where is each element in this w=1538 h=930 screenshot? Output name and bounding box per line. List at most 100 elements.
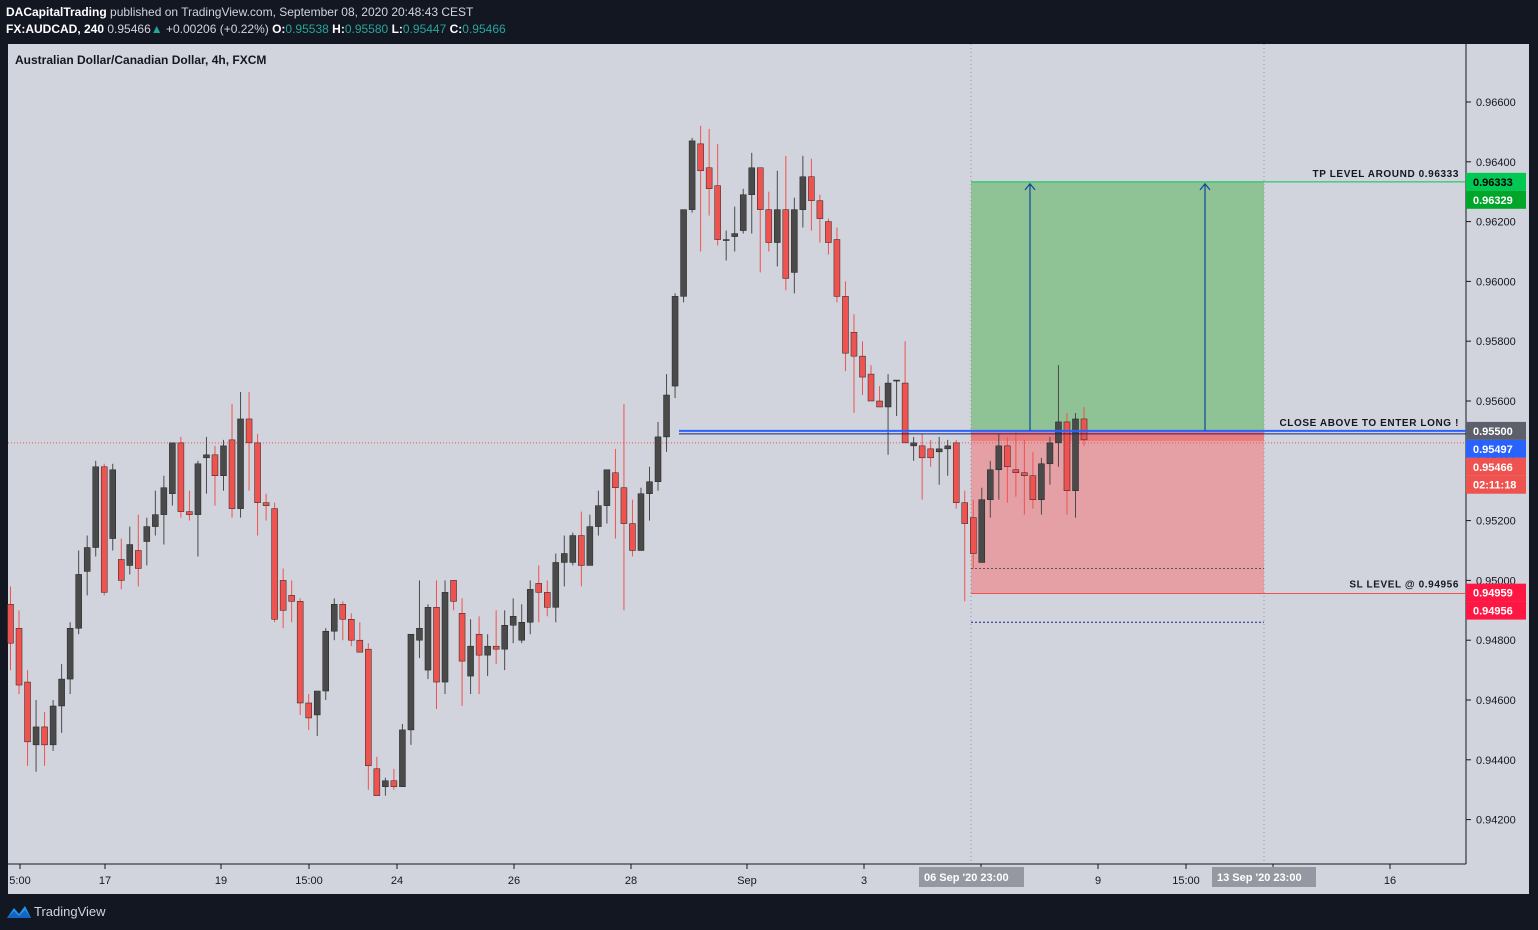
- open-label: O:: [272, 22, 286, 36]
- price-label-tag: [1466, 172, 1526, 191]
- candle-body: [595, 505, 602, 527]
- candle-body: [935, 448, 943, 453]
- last-price: 0.95466: [107, 22, 151, 36]
- candle-body: [254, 442, 261, 503]
- price-label-text: 0.95497: [1473, 444, 1513, 456]
- candle-body: [492, 645, 500, 650]
- price-label-tag: [1466, 421, 1526, 440]
- candle-body: [100, 466, 108, 593]
- candle-body: [731, 233, 738, 237]
- time-tick-label: 15:00: [295, 875, 323, 887]
- candle-body: [416, 627, 423, 641]
- candle-body: [757, 167, 764, 210]
- annotations: TP LEVEL AROUND 0.96333 CLOSE ABOVE TO EN…: [679, 169, 1466, 595]
- candle-body: [186, 511, 193, 515]
- symbol-label[interactable]: FX:AUDCAD, 240: [6, 22, 105, 36]
- candle-body: [160, 487, 168, 515]
- tradingview-logo-icon[interactable]: [6, 903, 32, 921]
- candle-body: [424, 607, 432, 671]
- candle-body: [791, 209, 798, 273]
- candle-body: [1055, 421, 1062, 444]
- candle-body: [646, 481, 653, 494]
- candle-body: [927, 448, 934, 459]
- candle-body: [586, 526, 594, 566]
- candle-body: [748, 167, 755, 195]
- candle-body: [152, 514, 159, 527]
- price-label-text: 0.96329: [1473, 195, 1513, 207]
- candle-body: [612, 472, 619, 488]
- candle-body: [671, 296, 679, 387]
- position-zones[interactable]: [971, 181, 1264, 594]
- candle-body: [348, 619, 355, 641]
- candle-body: [211, 454, 219, 477]
- candle-body: [663, 394, 670, 438]
- candle-body: [177, 442, 185, 512]
- time-tick-label: Sep: [737, 875, 757, 887]
- close-label: C:: [449, 22, 463, 36]
- candle-body: [1038, 463, 1045, 500]
- time-tick-label: 17: [99, 875, 111, 887]
- time-tick-label: 3: [861, 875, 867, 887]
- candle-body: [220, 445, 227, 477]
- chart-title: Australian Dollar/Canadian Dollar, 4h, F…: [15, 53, 266, 67]
- loss-zone: [971, 430, 1264, 594]
- price-tick-label: 0.95800: [1476, 336, 1516, 348]
- candle-body: [578, 535, 585, 566]
- candle-body: [109, 469, 116, 539]
- candle-body: [876, 400, 883, 408]
- symbol-line: FX:AUDCAD, 240 0.95466▲ +0.00206 (+0.22%…: [6, 22, 506, 36]
- publisher-name[interactable]: DACapitalTrading: [6, 5, 107, 19]
- time-tick-label: 5:00: [9, 875, 30, 887]
- low-label: L:: [391, 22, 403, 36]
- candle-body: [629, 523, 636, 551]
- candle-body: [83, 547, 91, 572]
- candle-body: [245, 418, 253, 444]
- open-value: 0.95538: [285, 22, 329, 36]
- candle-body: [544, 592, 551, 608]
- candle-body: [825, 221, 832, 243]
- time-highlight-label: 13 Sep '20 23:00: [1217, 872, 1302, 884]
- candle-body: [1072, 418, 1079, 491]
- candle-body: [450, 580, 457, 602]
- price-tick-label: 0.95200: [1476, 516, 1516, 528]
- price-label-tag: [1466, 190, 1526, 209]
- candle-body: [944, 445, 951, 450]
- candle-body: [893, 379, 900, 382]
- candle-body: [262, 502, 270, 506]
- time-tick-label: 9: [1095, 875, 1101, 887]
- candle-body: [92, 466, 99, 548]
- candle-body: [399, 729, 406, 787]
- candle-body: [305, 702, 312, 719]
- price-tick-label: 0.96200: [1476, 217, 1516, 229]
- candle-body: [66, 627, 74, 680]
- price-label-text: 0.96333: [1473, 177, 1513, 189]
- candle-body: [816, 200, 824, 219]
- candle-body: [518, 622, 525, 641]
- candle-body: [373, 768, 381, 796]
- candle-body: [910, 442, 917, 447]
- chart-background[interactable]: [8, 44, 1529, 894]
- price-label-text: 02:11:18: [1473, 480, 1516, 492]
- price-label-tag: [1466, 457, 1526, 476]
- candle-body: [774, 209, 781, 243]
- price-label-text: 0.94956: [1473, 606, 1513, 618]
- published-text: published on TradingView.com, September …: [110, 5, 474, 19]
- price-tick-label: 0.94200: [1476, 815, 1516, 827]
- change-arrow-icon: ▲: [150, 22, 163, 36]
- price-chart[interactable]: TP LEVEL AROUND 0.96333 CLOSE ABOVE TO EN…: [0, 0, 1538, 894]
- candle-body: [859, 355, 866, 378]
- price-label-text: 0.95500: [1473, 426, 1513, 438]
- candle-body: [194, 463, 202, 515]
- price-label-text: 0.94959: [1473, 588, 1513, 600]
- price-labels: 0.96333 0.96329 0.95500 0.95497 0.95466 02:11…: [1466, 172, 1526, 620]
- candle-body: [237, 418, 244, 509]
- time-highlight-tag: [1212, 867, 1316, 887]
- time-tick-label: 24: [391, 875, 403, 887]
- footer-brand[interactable]: TradingView: [34, 904, 106, 919]
- price-tick-label: 0.94800: [1476, 635, 1516, 647]
- price-tick-label: 0.96000: [1476, 276, 1516, 288]
- low-value: 0.95447: [402, 22, 447, 36]
- candle-body: [654, 436, 662, 482]
- candle-body: [365, 648, 372, 767]
- price-tick-label: 0.94600: [1476, 695, 1516, 707]
